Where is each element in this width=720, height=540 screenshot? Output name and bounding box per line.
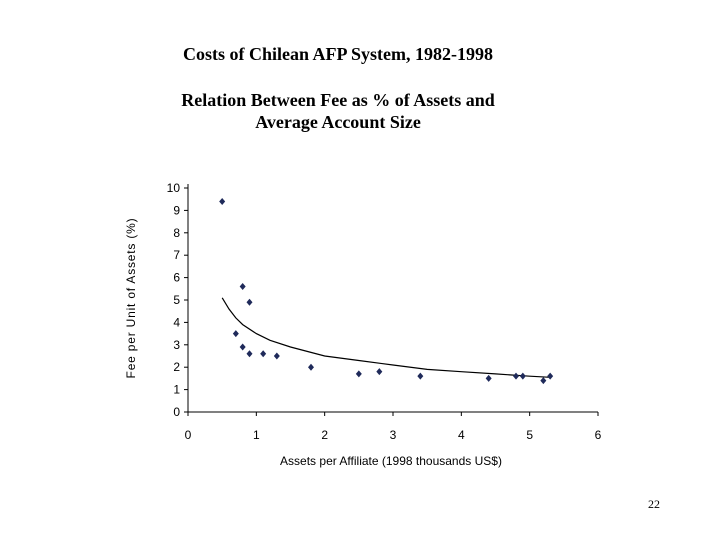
y-tick-label: 8 (173, 226, 180, 240)
y-tick-label: 6 (173, 271, 180, 285)
data-point (260, 350, 267, 358)
chart-subtitle-line1: Relation Between Fee as % of Assets and (181, 90, 495, 110)
y-tick-label: 1 (173, 383, 180, 397)
x-tick-group: 0 1 2 3 4 5 6 (185, 412, 602, 442)
data-point (547, 372, 554, 380)
data-point (376, 368, 383, 376)
data-point (239, 283, 246, 291)
chart-title: Costs of Chilean AFP System, 1982-1998 (183, 44, 493, 64)
x-tick-label: 5 (526, 428, 533, 442)
y-tick-label: 0 (173, 405, 180, 419)
y-tick-label: 10 (167, 181, 181, 195)
x-tick-label: 2 (321, 428, 328, 442)
data-point (239, 343, 246, 351)
data-point (273, 352, 280, 360)
y-tick-label: 5 (173, 293, 180, 307)
data-point (485, 374, 492, 382)
data-point (219, 197, 226, 205)
x-tick-label: 0 (185, 428, 192, 442)
data-points (219, 197, 554, 385)
data-point (417, 372, 424, 380)
data-point (355, 370, 362, 378)
trendline (221, 297, 551, 378)
data-point (246, 298, 253, 306)
data-point (540, 377, 547, 385)
chart-axes (187, 184, 598, 413)
page-number: 22 (648, 497, 660, 511)
data-point (513, 372, 519, 380)
y-tick-label: 9 (173, 203, 180, 217)
y-tick-label: 4 (173, 315, 180, 329)
y-tick-label: 2 (173, 360, 180, 374)
y-tick-label: 7 (173, 248, 180, 262)
chart-subtitle-line2: Average Account Size (255, 112, 421, 132)
x-tick-label: 4 (458, 428, 465, 442)
x-tick-label: 3 (390, 428, 397, 442)
x-tick-label: 1 (253, 428, 260, 442)
data-point (308, 363, 314, 371)
y-tick-label: 3 (173, 338, 180, 352)
data-point (246, 350, 253, 358)
data-point (519, 372, 526, 380)
y-tick-group: 0 1 2 3 4 5 6 7 8 9 10 (167, 181, 188, 419)
data-point (232, 330, 239, 338)
x-axis-title: Assets per Affiliate (1998 thousands US$… (280, 454, 502, 468)
x-tick-label: 6 (595, 428, 602, 442)
y-axis-title: Fee per Unit of Assets (%) (124, 218, 138, 379)
